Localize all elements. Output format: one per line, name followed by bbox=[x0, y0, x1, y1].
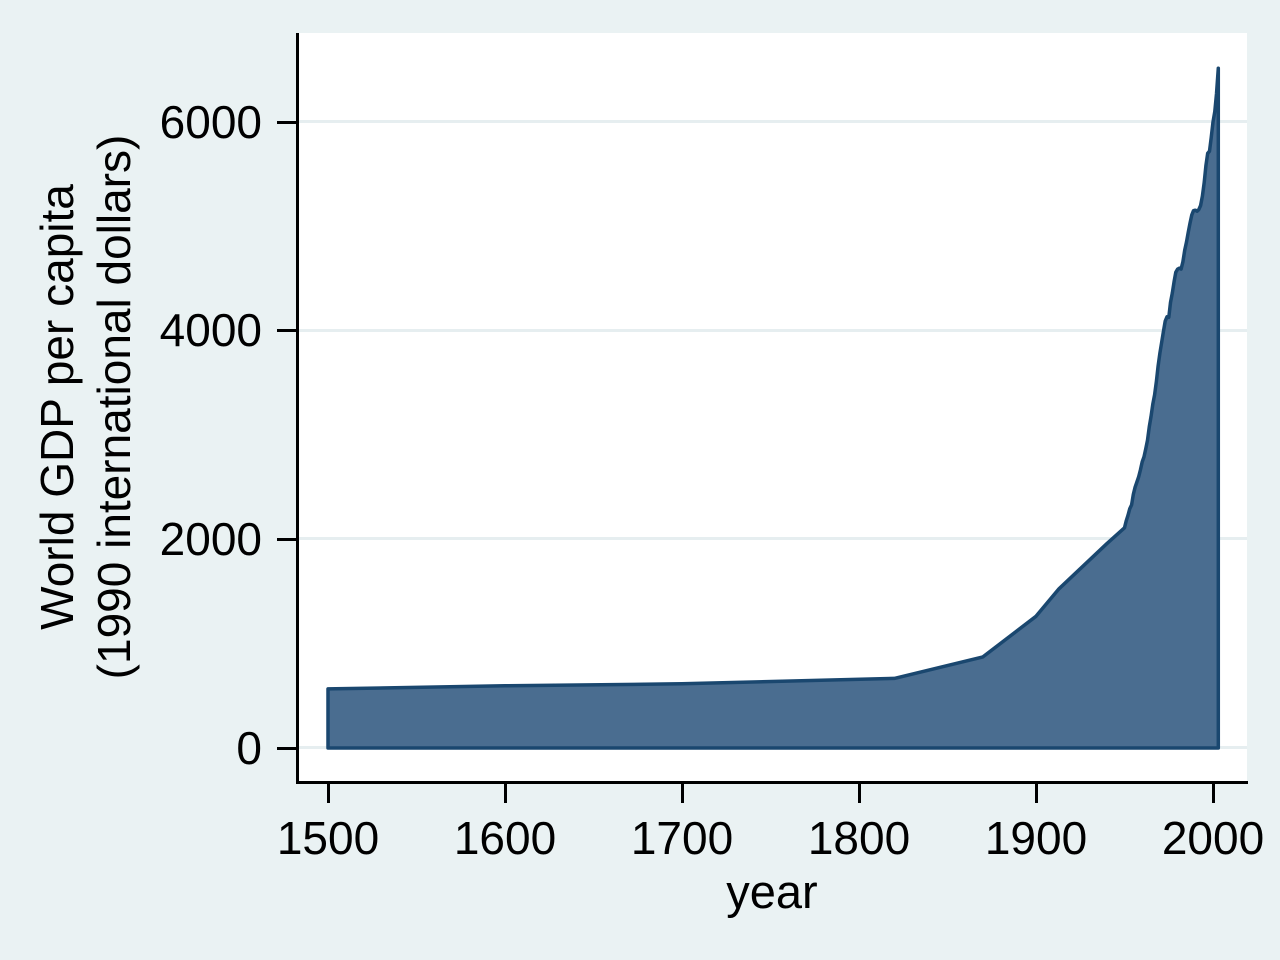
x-tick-1500 bbox=[327, 783, 330, 803]
y-axis-line bbox=[296, 33, 299, 784]
x-tick-1600 bbox=[504, 783, 507, 803]
y-tick-4000 bbox=[277, 329, 297, 332]
x-tick-1900 bbox=[1035, 783, 1038, 803]
y-tick-label-2000: 2000 bbox=[159, 513, 262, 565]
x-tick-label-1800: 1800 bbox=[807, 812, 911, 864]
y-tick-6000 bbox=[277, 121, 297, 124]
y-axis-title: World GDP per capita (1990 international… bbox=[29, 57, 143, 757]
y-tick-label-4000: 4000 bbox=[159, 304, 262, 356]
gdp-area-series bbox=[326, 66, 1221, 750]
y-tick-label-6000: 6000 bbox=[159, 96, 262, 148]
x-tick-1700 bbox=[681, 783, 684, 803]
x-tick-2000 bbox=[1212, 783, 1215, 803]
y-tick-0 bbox=[277, 747, 297, 750]
y-tick-2000 bbox=[277, 538, 297, 541]
y-axis-title-line-2: (1990 international dollars) bbox=[88, 134, 140, 680]
x-axis-title: year bbox=[726, 865, 818, 918]
x-tick-label-2000: 2000 bbox=[1161, 812, 1265, 864]
y-axis-title-line-1: World GDP per capita bbox=[31, 184, 83, 630]
x-tick-1800 bbox=[858, 783, 861, 803]
x-tick-label-1700: 1700 bbox=[630, 812, 734, 864]
x-tick-label-1500: 1500 bbox=[276, 812, 380, 864]
x-tick-label-1900: 1900 bbox=[984, 812, 1088, 864]
y-tick-label-0: 0 bbox=[236, 722, 262, 774]
gridline-4000 bbox=[299, 329, 1247, 332]
x-axis-line bbox=[296, 781, 1248, 784]
x-tick-label-1600: 1600 bbox=[453, 812, 557, 864]
gridline-6000 bbox=[299, 120, 1247, 123]
gridline-2000 bbox=[299, 537, 1247, 540]
